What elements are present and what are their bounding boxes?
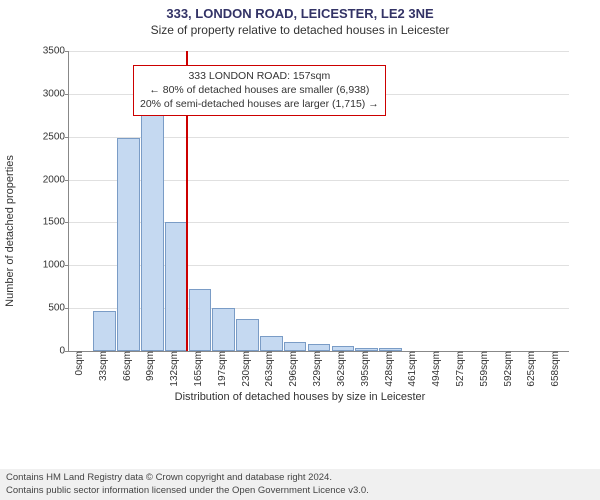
x-tick-label: 66sqm bbox=[119, 351, 133, 381]
y-tick-mark bbox=[65, 51, 69, 52]
y-tick-mark bbox=[65, 308, 69, 309]
x-tick-label: 461sqm bbox=[404, 351, 418, 387]
x-tick-label: 296sqm bbox=[285, 351, 299, 387]
x-tick-label: 165sqm bbox=[190, 351, 204, 387]
histogram-bar bbox=[165, 222, 188, 351]
y-tick-mark bbox=[65, 137, 69, 138]
info-line-3: 20% of semi-detached houses are larger (… bbox=[140, 97, 379, 111]
x-tick-label: 625sqm bbox=[523, 351, 537, 387]
histogram-bar bbox=[212, 308, 235, 351]
chart-container: Number of detached properties 0500100015… bbox=[20, 41, 580, 421]
info-line-2: ← 80% of detached houses are smaller (6,… bbox=[140, 83, 379, 97]
histogram-bar bbox=[189, 289, 212, 351]
x-tick-label: 197sqm bbox=[214, 351, 228, 387]
footer-attribution: Contains HM Land Registry data © Crown c… bbox=[0, 469, 600, 500]
x-tick-label: 395sqm bbox=[357, 351, 371, 387]
y-axis-label: Number of detached properties bbox=[4, 155, 16, 307]
x-tick-label: 230sqm bbox=[238, 351, 252, 387]
info-line-1: 333 LONDON ROAD: 157sqm bbox=[140, 69, 379, 83]
x-tick-label: 362sqm bbox=[333, 351, 347, 387]
x-tick-label: 263sqm bbox=[261, 351, 275, 387]
x-tick-label: 428sqm bbox=[381, 351, 395, 387]
x-tick-label: 99sqm bbox=[142, 351, 156, 381]
histogram-bar bbox=[236, 319, 259, 351]
x-tick-label: 0sqm bbox=[71, 351, 85, 375]
footer-line-1: Contains HM Land Registry data © Crown c… bbox=[6, 472, 594, 484]
y-tick-mark bbox=[65, 351, 69, 352]
histogram-bar bbox=[141, 111, 164, 351]
y-tick-mark bbox=[65, 222, 69, 223]
x-tick-label: 658sqm bbox=[547, 351, 561, 387]
histogram-bar bbox=[117, 138, 140, 351]
plot-area: 05001000150020002500300035000sqm33sqm66s… bbox=[68, 51, 569, 352]
footer-line-2: Contains public sector information licen… bbox=[6, 485, 594, 497]
x-tick-label: 559sqm bbox=[476, 351, 490, 387]
page-title: 333, LONDON ROAD, LEICESTER, LE2 3NE bbox=[0, 0, 600, 21]
x-tick-label: 132sqm bbox=[166, 351, 180, 387]
x-tick-label: 329sqm bbox=[309, 351, 323, 387]
histogram-bar bbox=[284, 342, 307, 351]
page-subtitle: Size of property relative to detached ho… bbox=[0, 21, 600, 41]
x-tick-label: 494sqm bbox=[428, 351, 442, 387]
marker-info-box: 333 LONDON ROAD: 157sqm ← 80% of detache… bbox=[133, 65, 386, 116]
y-tick-mark bbox=[65, 94, 69, 95]
y-tick-mark bbox=[65, 265, 69, 266]
x-axis-title: Distribution of detached houses by size … bbox=[20, 391, 580, 403]
x-tick-label: 33sqm bbox=[95, 351, 109, 381]
histogram-bar bbox=[260, 336, 283, 351]
gridline bbox=[69, 51, 569, 52]
x-tick-label: 527sqm bbox=[452, 351, 466, 387]
histogram-bar bbox=[93, 311, 116, 351]
y-tick-mark bbox=[65, 180, 69, 181]
x-tick-label: 592sqm bbox=[500, 351, 514, 387]
histogram-bar bbox=[308, 344, 331, 351]
